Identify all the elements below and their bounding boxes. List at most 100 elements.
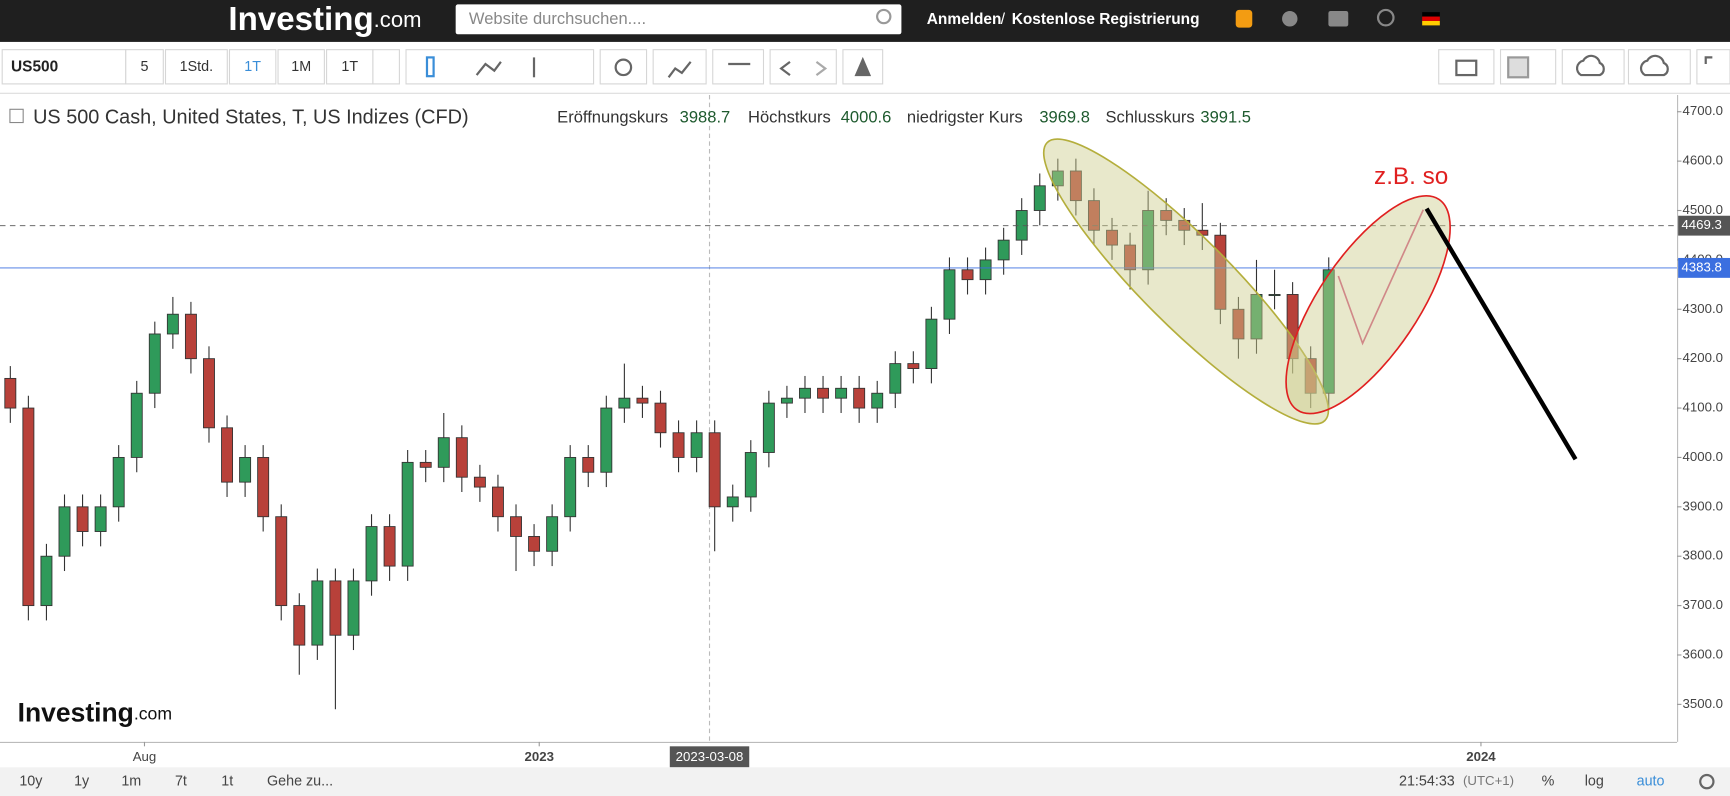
compare-button[interactable] (712, 49, 765, 85)
interval-label[interactable]: 1T (341, 59, 358, 75)
bell-icon[interactable] (1282, 11, 1298, 27)
candle-body (1069, 170, 1082, 202)
x-tick-label: 2023 (525, 749, 554, 764)
candle-body (1268, 294, 1281, 297)
candle-body (1160, 210, 1173, 221)
interval-button[interactable] (277, 49, 325, 85)
candle-body (76, 506, 89, 532)
candle-body (184, 313, 197, 360)
candle-body (239, 456, 252, 483)
legend-value: 3969.8 (1039, 108, 1090, 127)
interval-label[interactable]: 1Std. (180, 59, 213, 75)
flag-icon-gold (1422, 20, 1440, 26)
cloud-icon-2 (1639, 54, 1669, 77)
x-tick-label: 2024 (1466, 749, 1496, 764)
candle-body (997, 239, 1010, 261)
candle-icon (425, 56, 435, 78)
candle-body (780, 397, 793, 404)
interval-button[interactable] (228, 49, 277, 85)
portfolio-icon[interactable] (1328, 11, 1349, 27)
price-label-box (1678, 215, 1730, 236)
range-button[interactable]: 1y (74, 773, 90, 789)
settings-button[interactable] (599, 49, 648, 85)
candle-body (455, 437, 468, 478)
legend-label: niedrigster Kurs (907, 108, 1023, 127)
candle-body (311, 580, 324, 646)
interval-button[interactable] (164, 49, 228, 85)
candle-body (1142, 210, 1155, 271)
legend-value: 3988.7 (680, 108, 731, 127)
drawings: z.B. so (1042, 138, 1578, 461)
undo-redo-buttons[interactable] (769, 49, 837, 85)
flag-icon[interactable] (1422, 12, 1440, 17)
candle-body (293, 605, 306, 646)
interval-group: 5 1Std. 1T 1M 1T (125, 49, 400, 85)
search-icon[interactable] (876, 8, 892, 25)
camera-button[interactable] (1438, 49, 1495, 85)
candle-body (221, 427, 234, 483)
symbol-box[interactable] (1, 49, 127, 85)
interval-label[interactable]: 1T (244, 59, 261, 75)
pro-icon[interactable] (1235, 9, 1253, 28)
settings-icon[interactable] (1699, 773, 1715, 790)
y-tick-label: 3800.0 (1683, 548, 1723, 563)
candle-body (744, 452, 757, 498)
range-button[interactable]: 1m (121, 773, 141, 789)
y-tick-label: 4100.0 (1683, 400, 1723, 415)
logo-main[interactable]: Investing (228, 1, 373, 38)
interval-dropdown[interactable] (372, 49, 400, 85)
interval-button[interactable] (125, 49, 164, 85)
candle-body (1033, 185, 1046, 211)
alert-icon (854, 56, 872, 77)
search-box[interactable] (455, 4, 902, 35)
scale-option[interactable]: auto (1637, 773, 1665, 789)
interval-label[interactable]: 1M (291, 59, 311, 75)
projection-line (1424, 207, 1578, 461)
watermark-suffix: .com (134, 703, 172, 723)
register-link[interactable]: Kostenlose Registrierung (1012, 11, 1200, 28)
candle-body (961, 269, 974, 281)
layout-icon (1507, 56, 1530, 79)
footer: 10y 1y 1m 7t 1t Gehe zu... 21:54:33 (UTC+1)% log… (19, 773, 1715, 790)
candle-body (708, 432, 721, 508)
login-link[interactable]: Anmelden (927, 11, 1002, 28)
ohlc-legend: Eröffnungskurs 3988.7 Höchstkurs 4000.6 nied… (557, 108, 1251, 127)
scale-option[interactable]: % (1542, 773, 1555, 789)
range-button[interactable]: 1t (221, 773, 233, 789)
goto-button[interactable]: Gehe zu... (267, 773, 333, 789)
candle-body (1087, 200, 1100, 231)
interval-label[interactable]: 5 (141, 59, 149, 75)
range-button[interactable]: 10y (19, 773, 43, 789)
chart-type-buttons[interactable] (405, 49, 595, 85)
collapse-icon[interactable] (9, 108, 24, 124)
projection-path (1337, 209, 1425, 346)
y-tick-label: 3600.0 (1683, 646, 1723, 661)
tool-icons (425, 54, 1713, 79)
fullscreen-button[interactable] (1696, 49, 1730, 85)
plot: 3500.0 3600.0 3700.0 3800.0 3900.0 4000.0 4100… (0, 94, 1730, 768)
symbol[interactable]: US500 (11, 58, 58, 75)
range-button[interactable]: 7t (175, 773, 187, 789)
legend-label: Höchstkurs (748, 108, 831, 127)
search-placeholder[interactable]: Website durchsuchen.... (469, 9, 646, 28)
logo-suffix[interactable]: .com (374, 7, 422, 32)
candle-body (1106, 229, 1118, 246)
y-tick-label: 4500.0 (1683, 202, 1723, 217)
candle-body (943, 269, 956, 320)
cloud-save-button[interactable] (1627, 49, 1691, 85)
undo-icon (779, 60, 791, 76)
indicators-button[interactable] (652, 49, 707, 85)
y-tick-label: 4700.0 (1683, 103, 1723, 118)
crosshair-label-box (669, 746, 750, 768)
cloud-load-button[interactable] (1561, 49, 1625, 85)
candle-body (979, 259, 992, 281)
highlight-ellipse (1042, 138, 1330, 425)
candle-body (329, 580, 342, 636)
candle-body (546, 516, 559, 552)
camera-icon (1455, 59, 1478, 77)
watermark: Investing.com (18, 697, 172, 727)
scale-option[interactable]: log (1585, 773, 1604, 789)
interval-button[interactable] (326, 49, 374, 85)
clock-icon[interactable] (1376, 8, 1395, 27)
logo[interactable]: Investing.com (228, 1, 421, 38)
